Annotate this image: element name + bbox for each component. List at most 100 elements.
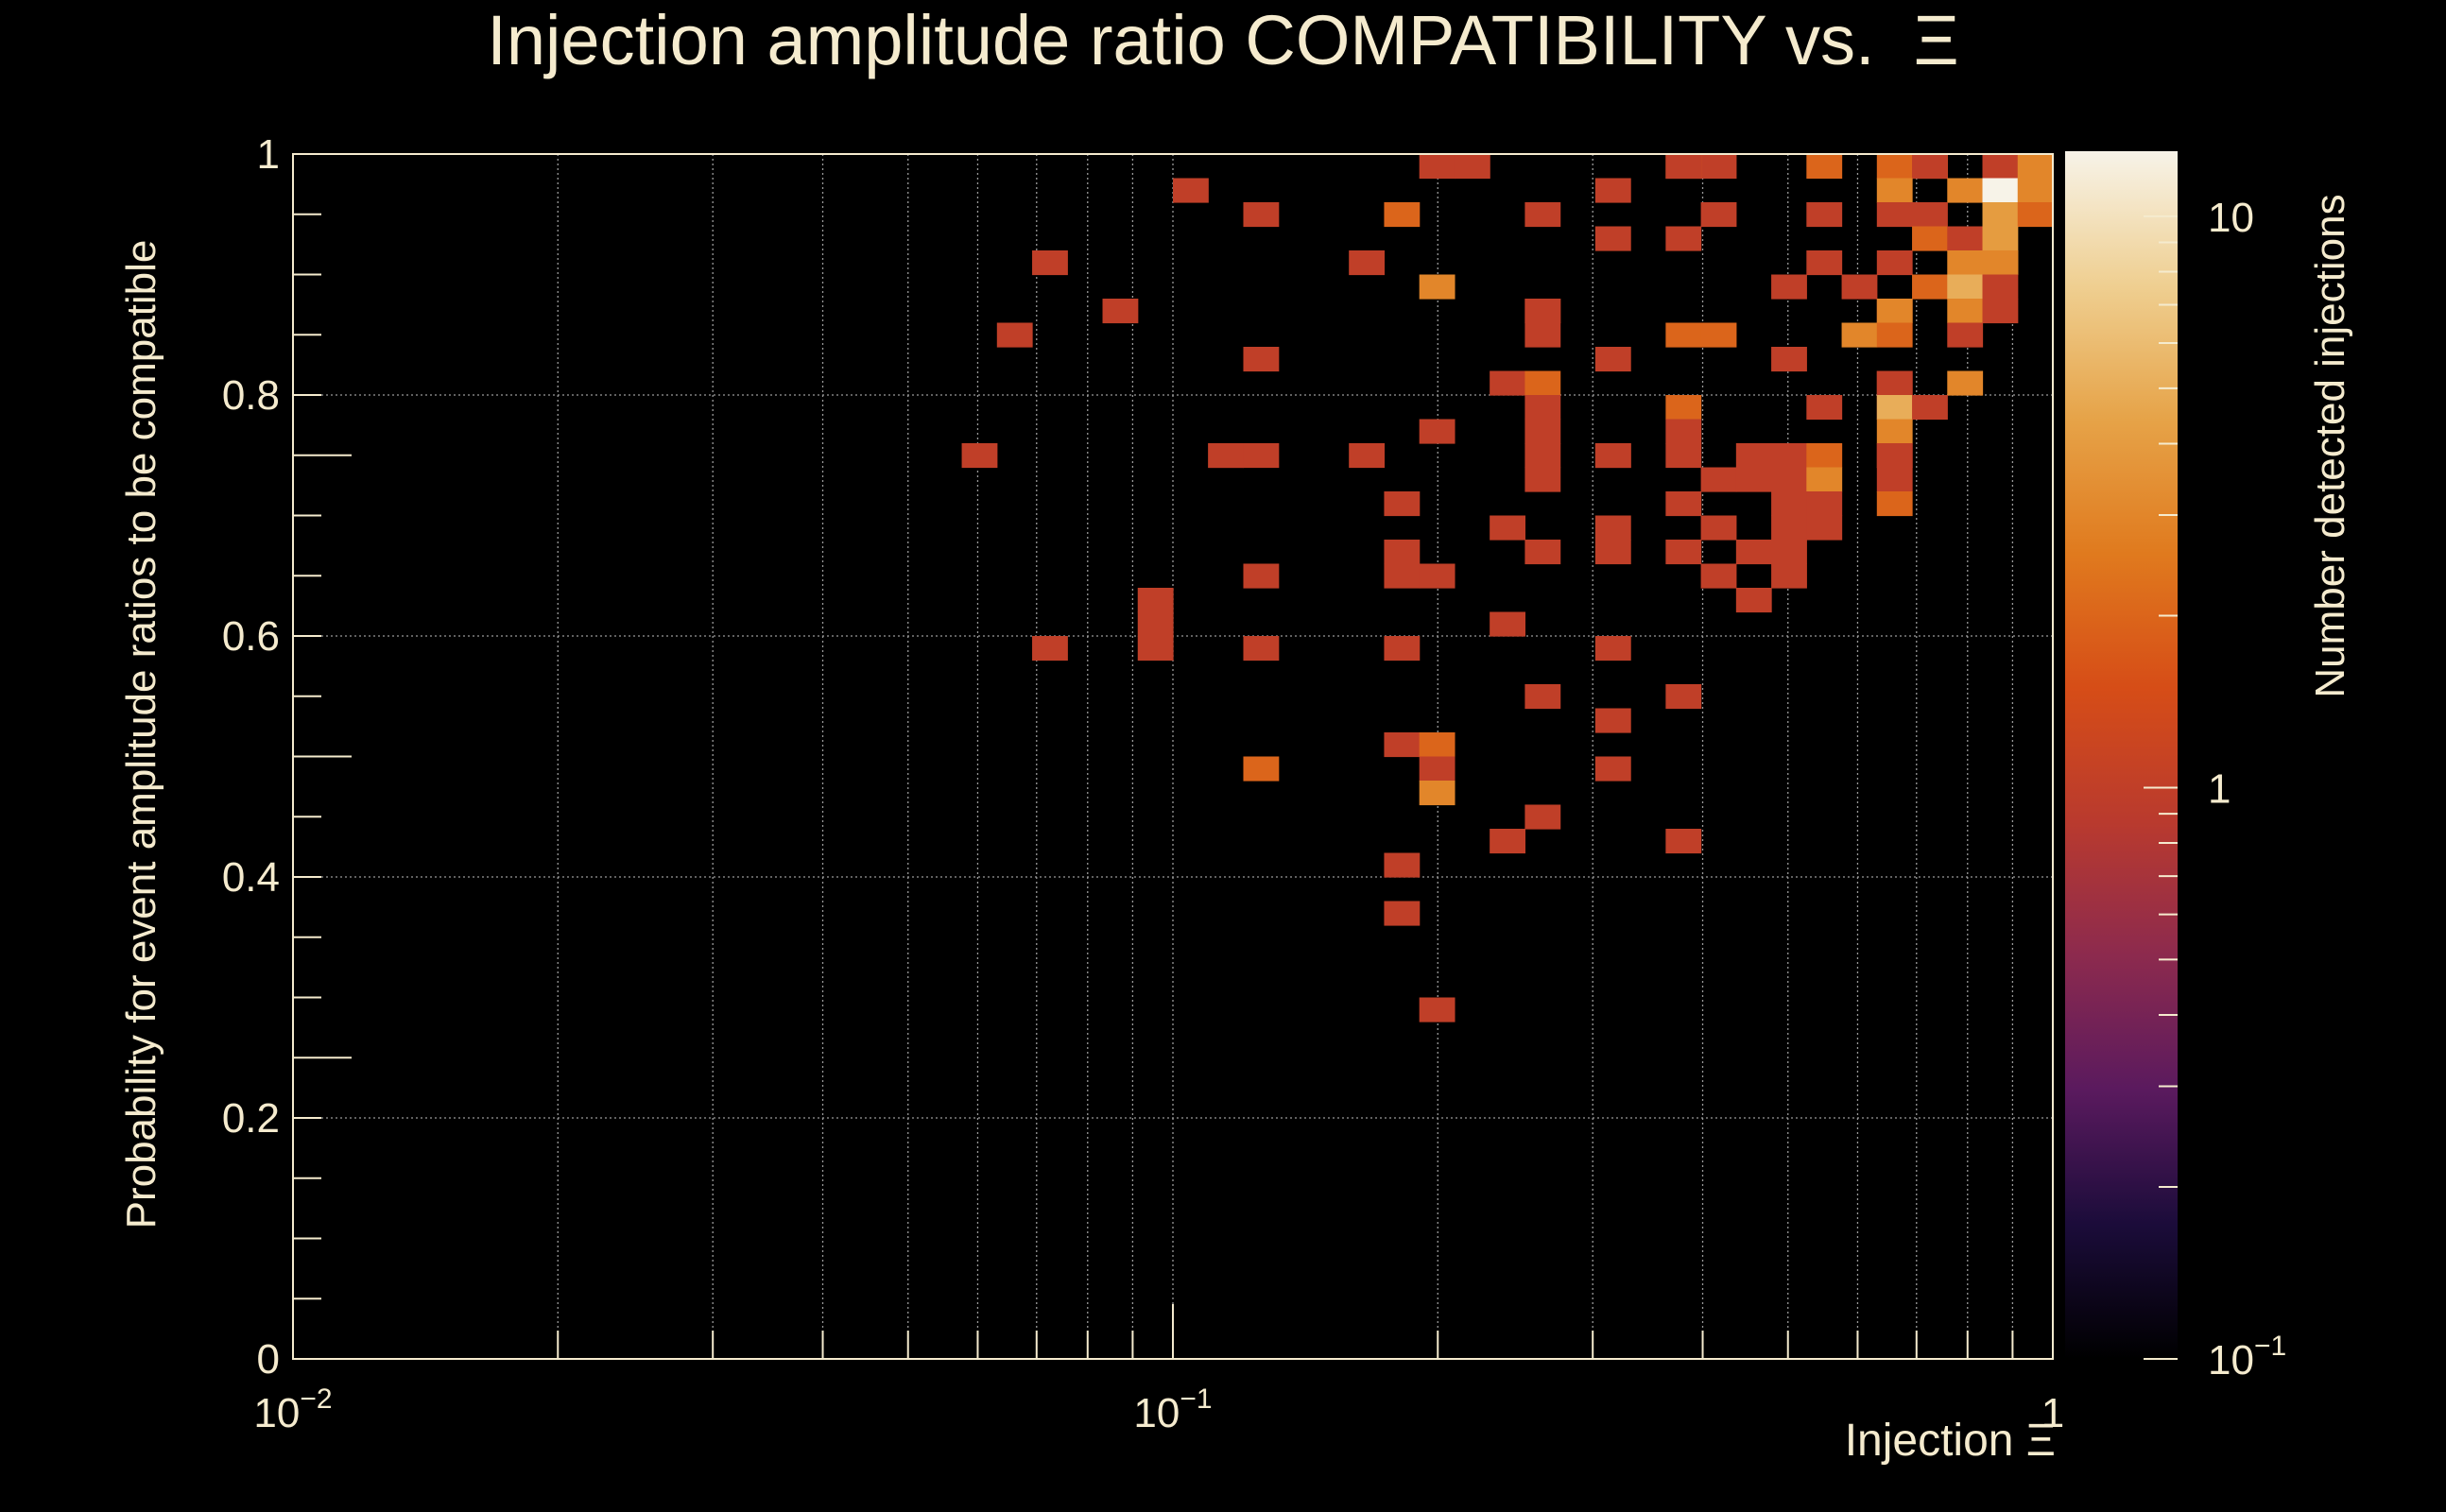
x-tick-label: 10−1 xyxy=(1133,1383,1212,1436)
heatmap-cell xyxy=(1982,178,2019,203)
heatmap-cell xyxy=(1384,491,1421,517)
heatmap-cell xyxy=(1841,322,1878,348)
heatmap-cell xyxy=(1524,419,1561,444)
heatmap-cell xyxy=(1947,370,1984,396)
heatmap-cell xyxy=(1947,226,1984,251)
axes: 0 0.2 0.4 0.6 0.8 1 10−2 10−1 1 xyxy=(222,131,2064,1436)
heatmap-cell xyxy=(1490,611,1525,637)
heatmap-cell xyxy=(1735,540,1772,565)
heatmap-cell xyxy=(1735,588,1772,613)
heatmap-cell xyxy=(1771,347,1807,372)
heatmap-cell xyxy=(1665,322,1702,348)
heatmap-cell xyxy=(1419,154,1456,180)
y-tick-label: 0.8 xyxy=(222,372,280,419)
heatmap-cell xyxy=(1771,443,1807,469)
heatmap-cell xyxy=(1384,732,1421,758)
heatmap-cell xyxy=(1876,250,1913,276)
heatmap-cell xyxy=(2017,202,2054,228)
heatmap-cell xyxy=(1594,178,1631,203)
heatmap-cell xyxy=(1384,636,1421,662)
heatmap-cell xyxy=(1594,756,1631,782)
heatmap-cell xyxy=(1419,419,1456,444)
heatmap-cell xyxy=(1947,322,1984,348)
heatmap-cells xyxy=(961,154,2054,1022)
heatmap-cell xyxy=(1243,563,1280,589)
heatmap-cell xyxy=(1806,202,1843,228)
heatmap-cell xyxy=(1771,274,1807,300)
y-tick-label: 0.6 xyxy=(222,613,280,660)
heatmap-cell xyxy=(1700,322,1737,348)
heatmap-cell xyxy=(1243,636,1280,662)
heatmap-cell xyxy=(1419,997,1456,1022)
heatmap-cell xyxy=(1594,347,1631,372)
colorbar-tick-label: 10 xyxy=(2208,195,2254,241)
heatmap-cell xyxy=(1947,274,1984,300)
heatmap-cell xyxy=(1524,395,1561,421)
x-axis-label: Injection Ξ xyxy=(1845,1416,2056,1466)
heatmap-cell xyxy=(1876,299,1913,324)
heatmap-cell xyxy=(1419,732,1456,758)
heatmap-cell xyxy=(1243,443,1280,469)
heatmap-cell xyxy=(2017,154,2054,180)
heatmap-cell xyxy=(1876,178,1913,203)
heatmap-cell xyxy=(1524,370,1561,396)
heatmap-cell xyxy=(1137,611,1174,637)
heatmap-cell xyxy=(1349,443,1386,469)
heatmap-cell xyxy=(1771,515,1807,541)
heatmap-cell xyxy=(1524,804,1561,830)
heatmap-cell xyxy=(1594,515,1631,541)
heatmap-cell xyxy=(1700,515,1737,541)
heatmap-cell xyxy=(1524,467,1561,492)
heatmap-cell xyxy=(1806,250,1843,276)
heatmap-cell xyxy=(1490,370,1525,396)
heatmap-cell xyxy=(1524,322,1561,348)
heatmap-cell xyxy=(1982,202,2019,228)
heatmap-cell xyxy=(1700,467,1737,492)
heatmap-cell xyxy=(1982,250,2019,276)
heatmap-cell xyxy=(1419,274,1456,300)
heatmap-cell xyxy=(1419,563,1456,589)
heatmap-cell xyxy=(1454,154,1490,180)
y-tick-label: 1 xyxy=(257,131,280,178)
heatmap-cell xyxy=(1771,540,1807,565)
heatmap-cell xyxy=(1173,178,1209,203)
heatmap-cell xyxy=(1876,202,1913,228)
heatmap-cell xyxy=(1700,154,1737,180)
heatmap-cell xyxy=(1665,540,1702,565)
x-tick-label: 1 xyxy=(2041,1390,2064,1436)
y-axis-label: Probability for event amplitude ratios t… xyxy=(118,240,164,1229)
heatmap-cell xyxy=(1594,443,1631,469)
heatmap-cell xyxy=(1524,540,1561,565)
heatmap-cell xyxy=(1032,636,1068,662)
heatmap-cell xyxy=(1243,756,1280,782)
heatmap-cell xyxy=(1349,250,1386,276)
heatmap-cell xyxy=(1876,370,1913,396)
heatmap-cell xyxy=(1032,250,1068,276)
heatmap-cell xyxy=(1137,636,1174,662)
heatmap-cell xyxy=(1912,395,1948,421)
heatmap-cell xyxy=(1243,202,1280,228)
heatmap-cell xyxy=(996,322,1033,348)
heatmap-cell xyxy=(1982,274,2019,300)
heatmap-cell xyxy=(1841,274,1878,300)
x-tick-label: 10−2 xyxy=(253,1383,332,1436)
heatmap-cell xyxy=(1876,467,1913,492)
heatmap-cell xyxy=(1876,322,1913,348)
heatmap-cell xyxy=(1806,443,1843,469)
heatmap-cell xyxy=(1665,829,1702,854)
heatmap-cell xyxy=(1876,419,1913,444)
heatmap-cell xyxy=(1700,563,1737,589)
heatmap-cell xyxy=(1594,708,1631,733)
heatmap-cell xyxy=(1912,154,1948,180)
heatmap-cell xyxy=(1384,563,1421,589)
heatmap-cell xyxy=(1806,467,1843,492)
heatmap-cell xyxy=(1384,202,1421,228)
heatmap-cell xyxy=(1876,154,1913,180)
heatmap-cell xyxy=(1208,443,1245,469)
heatmap-cell xyxy=(1384,901,1421,926)
heatmap-cell xyxy=(1137,588,1174,613)
heatmap-cell xyxy=(1243,347,1280,372)
heatmap-cell xyxy=(1419,756,1456,782)
heatmap-cell xyxy=(1806,515,1843,541)
heatmap-cell xyxy=(1665,395,1702,421)
